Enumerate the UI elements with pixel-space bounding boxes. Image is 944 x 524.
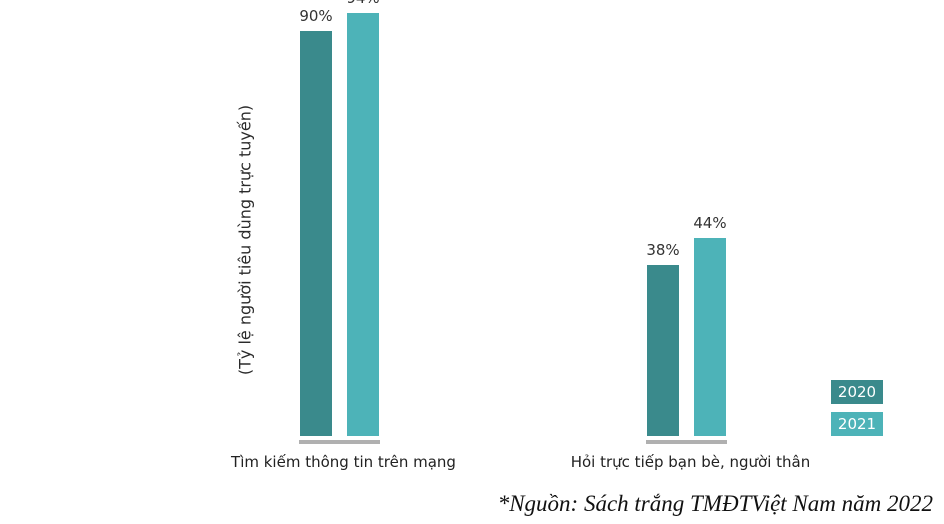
y-axis-label-group: (Tỷ lệ người tiêu dùng trực tuyến) <box>236 105 255 375</box>
category-underline-1 <box>646 440 727 444</box>
value-label-2020-1: 38% <box>646 241 679 259</box>
category-underlines-group <box>299 440 727 444</box>
category-labels-group: Tìm kiếm thông tin trên mạng Hỏi trực tiế… <box>230 453 810 471</box>
legend: 2020 2021 <box>831 380 883 436</box>
category-label-0: Tìm kiếm thông tin trên mạng <box>230 453 456 471</box>
bar-2020-0 <box>300 31 332 436</box>
source-note: *Nguồn: Sách trắng TMĐTViệt Nam năm 2022 <box>498 491 933 516</box>
bar-2020-1 <box>647 265 679 436</box>
legend-swatch-2021 <box>831 412 883 436</box>
legend-label-2021: 2021 <box>838 415 876 433</box>
bars-group <box>300 13 726 436</box>
value-label-2021-1: 44% <box>693 214 726 232</box>
legend-swatch-2020 <box>831 380 883 404</box>
bar-2021-0 <box>347 13 379 436</box>
y-axis-label: (Tỷ lệ người tiêu dùng trực tuyến) <box>236 105 255 375</box>
value-labels-group: 90% 94% 38% 44% <box>299 0 726 259</box>
value-label-2020-0: 90% <box>299 7 332 25</box>
category-label-1: Hỏi trực tiếp bạn bè, người thân <box>571 453 811 471</box>
bar-2021-1 <box>694 238 726 436</box>
value-label-2021-0: 94% <box>346 0 379 7</box>
legend-label-2020: 2020 <box>838 383 876 401</box>
category-underline-0 <box>299 440 380 444</box>
